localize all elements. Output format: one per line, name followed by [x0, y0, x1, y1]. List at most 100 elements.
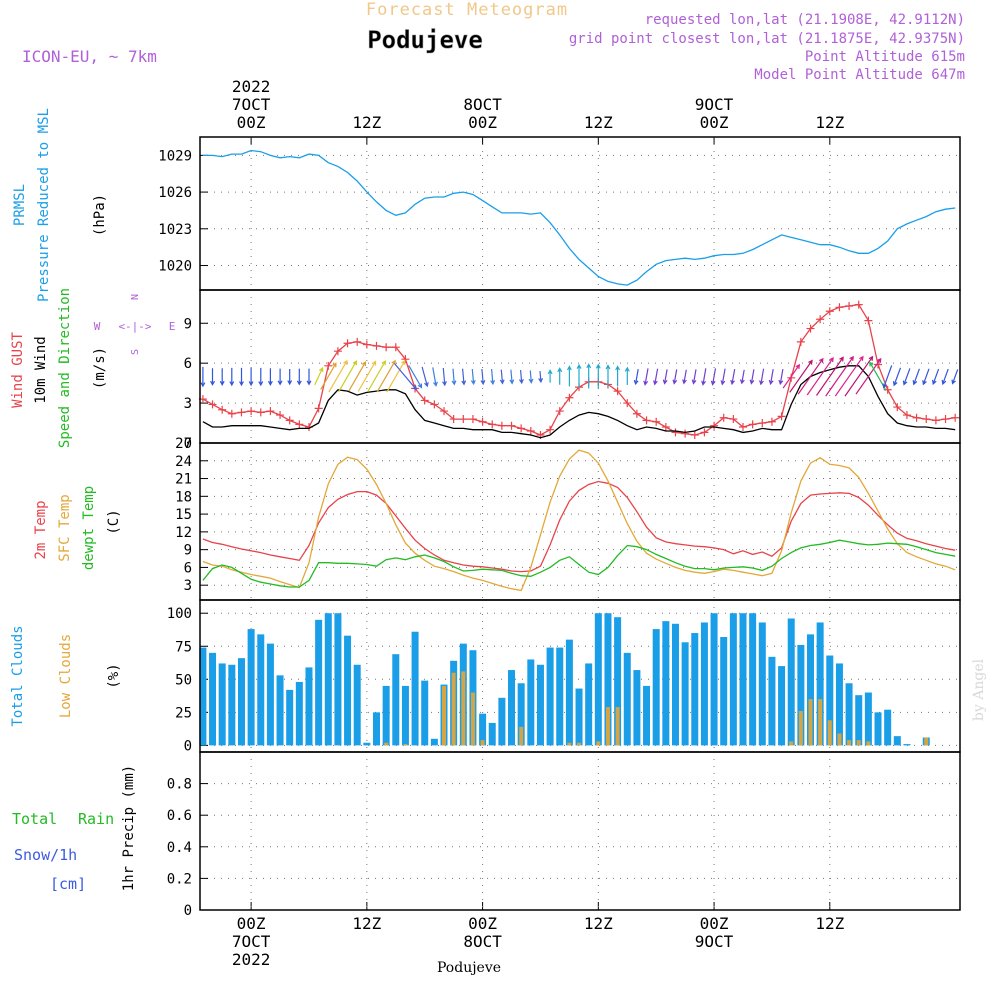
- bar-total-clouds: [392, 654, 400, 746]
- gust-marker: [276, 411, 285, 420]
- gust-marker: [362, 340, 371, 349]
- ytick-label-temperature: 15: [175, 507, 192, 523]
- cloud-labels: Total Clouds Low Clouds (%): [10, 625, 122, 726]
- wind-arrow: [951, 369, 959, 385]
- gust-marker: [806, 324, 815, 333]
- gust-marker: [449, 415, 458, 424]
- wind-arrow: [421, 366, 429, 388]
- wind-arrow: [376, 359, 396, 393]
- ytick-label-temperature: 24: [175, 454, 192, 470]
- bar-low-clouds: [924, 737, 929, 746]
- bar-total-clouds: [749, 613, 757, 746]
- bottom-axis-label: 12Z: [352, 914, 381, 933]
- bar-total-clouds: [893, 736, 901, 746]
- ytick-label-temperature: 27: [175, 436, 192, 452]
- compass-s: S: [130, 349, 141, 355]
- series-dewpt-temp: [202, 539, 956, 588]
- top-axis-label: 9OCT: [695, 95, 734, 114]
- ytick-label-temperature: 18: [175, 489, 192, 505]
- wind-arrow: [367, 360, 386, 393]
- wind-arrow: [386, 359, 406, 393]
- top-axis-label: 00Z: [700, 113, 729, 132]
- bar-low-clouds: [403, 744, 408, 746]
- wind-arrow: [615, 365, 621, 387]
- wind-arrow: [844, 355, 874, 397]
- bar-low-clouds: [837, 733, 842, 746]
- ytick-label-pressure: 1029: [158, 148, 192, 164]
- info-line-1: requested lon,lat (21.1908E, 42.9112N): [645, 12, 965, 28]
- bar-total-clouds: [594, 613, 602, 746]
- gust-marker: [671, 428, 680, 437]
- wind-arrow: [672, 369, 678, 385]
- bar-total-clouds: [604, 613, 612, 746]
- bar-total-clouds: [768, 656, 776, 746]
- bar-total-clouds: [209, 652, 217, 746]
- bar-total-clouds: [382, 685, 390, 746]
- bar-total-clouds: [874, 712, 882, 746]
- ytick-label-precip: 0.4: [167, 840, 192, 856]
- wind-arrow: [797, 357, 824, 395]
- bar-total-clouds: [797, 644, 805, 746]
- bar-total-clouds: [681, 642, 689, 746]
- wind-arrow: [499, 369, 505, 385]
- bar-total-clouds: [826, 655, 834, 746]
- wind-arrow: [768, 368, 774, 386]
- gust-marker: [922, 415, 931, 424]
- bar-total-clouds: [324, 613, 332, 746]
- wind-arrow: [267, 368, 273, 386]
- bar-total-clouds: [363, 742, 371, 746]
- bar-total-clouds: [218, 663, 226, 746]
- bar-total-clouds: [372, 712, 380, 746]
- bar-total-clouds: [787, 618, 795, 746]
- pressure-label-prmsl: PRMSL: [12, 184, 28, 226]
- top-axis-label: 12Z: [584, 113, 613, 132]
- wind-arrow: [691, 369, 697, 385]
- wind-arrow: [576, 363, 582, 388]
- bottom-axis-label: 00Z: [237, 914, 266, 933]
- ytick-label-wind: 6: [184, 356, 192, 372]
- wind-arrow: [314, 366, 324, 386]
- wind-arrow: [408, 365, 423, 389]
- bar-total-clouds: [633, 670, 641, 746]
- top-axis-label: 7OCT: [232, 95, 271, 114]
- bar-total-clouds: [662, 621, 670, 746]
- bar-total-clouds: [565, 639, 573, 746]
- gust-marker: [845, 301, 854, 310]
- gust-marker: [681, 429, 690, 438]
- wind-arrow: [720, 368, 726, 386]
- precip-label-cm: [cm]: [50, 875, 86, 893]
- wind-arrow: [653, 368, 659, 386]
- series-2m-temp: [202, 480, 956, 573]
- location-title: Podujeve: [367, 26, 483, 54]
- wind-arrow: [710, 368, 717, 386]
- bar-total-clouds: [228, 664, 236, 746]
- bar-total-clouds: [266, 643, 274, 746]
- wind-arrow: [662, 369, 668, 385]
- wind-arrow: [348, 361, 367, 392]
- wind-arrow: [328, 359, 348, 393]
- temp-label-dewpt: dewpt Temp: [81, 486, 97, 570]
- gust-marker: [440, 407, 449, 416]
- bar-total-clouds: [305, 667, 313, 746]
- bar-total-clouds: [585, 663, 593, 746]
- wind-arrow: [749, 369, 755, 385]
- ytick-label-precip: 0: [184, 903, 192, 919]
- bar-total-clouds: [430, 738, 438, 746]
- bar-total-clouds: [556, 647, 564, 746]
- wind-arrow: [248, 367, 254, 387]
- bar-total-clouds: [855, 695, 863, 746]
- ytick-label-wind: 3: [184, 396, 192, 412]
- wind-arrow: [200, 366, 206, 388]
- wind-arrow: [509, 369, 515, 385]
- wind-arrow: [782, 363, 801, 389]
- wind-arrow: [739, 369, 745, 385]
- bar-total-clouds: [903, 744, 911, 746]
- ytick-label-precip: 0.6: [167, 808, 192, 824]
- top-axis-label: 00Z: [468, 113, 497, 132]
- wind-arrow: [528, 370, 534, 384]
- precip-unit: 1hr Precip (mm): [121, 765, 137, 891]
- wind-arrow: [461, 368, 467, 386]
- ytick-label-clouds: 75: [175, 639, 192, 655]
- bar-low-clouds: [461, 671, 466, 746]
